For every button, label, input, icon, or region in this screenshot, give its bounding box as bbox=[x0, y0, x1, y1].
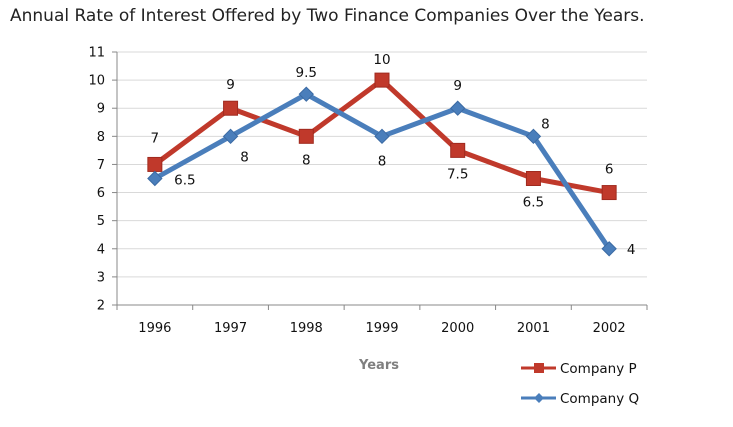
x-tick-label: 1997 bbox=[214, 321, 247, 336]
data-label-company-p: 10 bbox=[373, 52, 390, 68]
y-tick-label: 7 bbox=[97, 158, 105, 173]
legend-item-company-q: Company Q bbox=[521, 391, 639, 407]
y-tick-label: 5 bbox=[97, 214, 105, 229]
data-label-company-q: 8 bbox=[541, 116, 550, 132]
data-point-company-p bbox=[601, 185, 617, 201]
y-tick-label: 9 bbox=[97, 102, 105, 117]
data-label-company-p: 9 bbox=[226, 77, 235, 93]
data-label-company-q: 8 bbox=[240, 149, 249, 165]
legend-marker-company-q bbox=[534, 393, 544, 403]
y-tick-label: 6 bbox=[97, 186, 105, 201]
y-tick-label: 8 bbox=[97, 130, 105, 145]
series-lines bbox=[147, 72, 617, 257]
data-label-company-p: 6 bbox=[605, 162, 614, 178]
data-point-company-p bbox=[223, 100, 239, 116]
legend-item-company-p: Company P bbox=[521, 361, 637, 377]
gridlines bbox=[117, 51, 647, 278]
x-tick-label: 2002 bbox=[593, 321, 626, 336]
data-label-company-q: 6.5 bbox=[174, 173, 195, 189]
x-tick-labels: 1996 1997 1998 1999 2000 2001 2002 bbox=[138, 321, 625, 336]
data-point-company-q bbox=[147, 170, 163, 187]
data-point-company-p bbox=[450, 142, 466, 158]
legend-label-company-p: Company P bbox=[560, 361, 637, 377]
data-label-company-p: 7 bbox=[151, 130, 160, 146]
y-tick-label: 11 bbox=[88, 46, 105, 61]
data-point-company-p bbox=[298, 128, 314, 144]
legend-marker-company-p bbox=[534, 363, 544, 373]
data-label-company-q: 4 bbox=[627, 242, 636, 258]
data-point-company-q bbox=[222, 128, 239, 145]
axes bbox=[112, 51, 648, 310]
data-label-company-p: 8 bbox=[302, 152, 311, 168]
data-label-company-p: 6.5 bbox=[523, 195, 544, 211]
x-tick-label: 1999 bbox=[365, 321, 398, 336]
data-label-company-p: 7.5 bbox=[447, 166, 468, 182]
x-axis-label: Years bbox=[358, 358, 399, 373]
data-label-company-q: 9 bbox=[453, 78, 462, 94]
y-tick-label: 3 bbox=[97, 270, 105, 285]
data-point-company-p bbox=[525, 171, 541, 186]
data-label-company-q: 8 bbox=[378, 153, 387, 169]
legend: Company P Company Q bbox=[521, 361, 639, 407]
data-point-company-q bbox=[298, 86, 314, 102]
x-tick-label: 1998 bbox=[290, 321, 323, 336]
chart-title: Annual Rate of Interest Offered by Two F… bbox=[10, 6, 645, 26]
data-labels: 7 9 8 10 7.5 6.5 6 6.5 8 9.5 8 9 8 4 bbox=[151, 52, 636, 258]
data-point-company-q bbox=[450, 100, 466, 116]
y-tick-label: 2 bbox=[97, 299, 105, 314]
legend-label-company-q: Company Q bbox=[560, 391, 639, 407]
x-tick-label: 1996 bbox=[138, 321, 171, 336]
y-tick-labels: 2 3 4 5 6 7 8 9 10 11 bbox=[88, 46, 105, 314]
data-point-company-q bbox=[525, 128, 542, 145]
data-label-company-q: 9.5 bbox=[296, 65, 317, 81]
x-tick-label: 2000 bbox=[441, 321, 474, 336]
data-point-company-q bbox=[374, 128, 390, 145]
data-point-company-p bbox=[147, 156, 163, 172]
x-tick-label: 2001 bbox=[517, 321, 550, 336]
data-point-company-q bbox=[601, 241, 617, 257]
y-tick-label: 10 bbox=[88, 74, 105, 89]
data-point-company-p bbox=[374, 72, 390, 88]
y-tick-label: 4 bbox=[97, 242, 105, 257]
